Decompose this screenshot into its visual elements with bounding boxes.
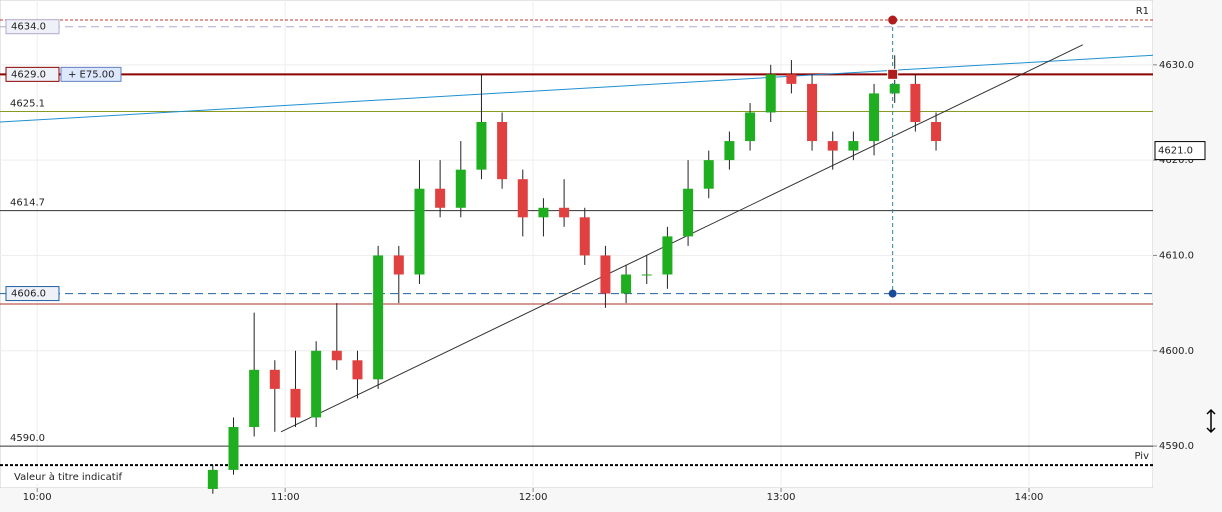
note-bg	[10, 470, 138, 484]
candle-body	[393, 255, 404, 275]
level-box	[5, 286, 60, 302]
x-tick-label: 14:00	[1015, 492, 1044, 503]
candle-body	[765, 74, 776, 113]
candle-body	[683, 188, 694, 237]
level-label: 4614.7	[10, 198, 45, 209]
level-box	[5, 19, 60, 35]
candle-body	[807, 83, 818, 142]
level-label: 4625.1	[10, 99, 45, 110]
candle-body	[579, 217, 590, 256]
candle-body	[724, 141, 735, 161]
trendline	[0, 54, 1154, 123]
level-label: 4590.0	[10, 433, 45, 444]
y-tick-label: 4590.0	[1159, 441, 1194, 452]
candle-body	[352, 360, 363, 380]
candle-body	[373, 255, 384, 380]
candle-body	[269, 369, 280, 389]
y-tick-label: 4620.0	[1159, 155, 1194, 166]
x-tick-label: 12:00	[519, 492, 548, 503]
candle-body	[703, 160, 714, 189]
target-marker	[888, 289, 897, 298]
candle-body	[848, 141, 859, 151]
candle-body	[228, 427, 239, 470]
x-axis-panel	[0, 488, 1153, 512]
last-price-label: 4621.0	[1158, 146, 1193, 157]
candle-body	[249, 369, 260, 427]
y-tick-label: 4610.0	[1159, 250, 1194, 261]
candle-body	[207, 469, 218, 489]
candle-body	[889, 83, 900, 94]
x-tick-label: 10:00	[23, 492, 52, 503]
level-label: 4634.0	[11, 22, 46, 33]
y-tick-label: 4600.0	[1159, 346, 1194, 357]
candle-body	[435, 188, 446, 208]
candle-body	[786, 74, 797, 84]
candle-body	[331, 350, 342, 361]
candle-body	[621, 274, 632, 294]
level-label: 4629.0	[11, 69, 46, 80]
x-tick-label: 11:00	[271, 492, 300, 503]
candle-body	[600, 255, 611, 294]
candle-body	[538, 207, 549, 218]
level-tag-box	[60, 66, 122, 82]
candle-body	[931, 122, 942, 142]
candle-body	[414, 188, 425, 275]
candle-body	[476, 122, 487, 170]
trendline	[280, 44, 1083, 433]
stop-marker	[888, 15, 898, 25]
level-label: 4606.0	[11, 289, 46, 300]
candle-body	[290, 388, 301, 418]
candle-body	[745, 112, 756, 142]
level-name: Piv	[1134, 451, 1149, 462]
candle-body	[455, 169, 466, 208]
candle-body	[641, 274, 652, 276]
level-box	[5, 66, 60, 82]
entry-marker	[887, 68, 899, 80]
candle-body	[311, 350, 322, 418]
plot-area	[0, 0, 1154, 489]
candle-body	[910, 83, 921, 122]
candle-body	[869, 93, 880, 142]
last-price-box	[1154, 141, 1206, 161]
resize-icon[interactable]	[1206, 408, 1216, 434]
candle-body	[559, 207, 570, 218]
candle-body	[517, 179, 528, 218]
note: Valeur à titre indicatif	[14, 471, 122, 483]
level-tag: + E75.00	[68, 69, 115, 80]
candle-body	[497, 122, 508, 180]
y-tick-label: 4630.0	[1159, 60, 1194, 71]
level-name: R1	[1136, 6, 1149, 17]
candle-body	[827, 141, 838, 151]
candle-body	[662, 236, 673, 275]
x-tick-label: 13:00	[767, 492, 796, 503]
